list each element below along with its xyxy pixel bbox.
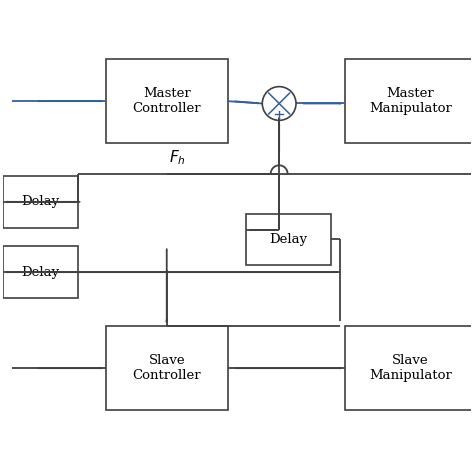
Text: Delay: Delay xyxy=(21,195,59,209)
Text: Master
Manipulator: Master Manipulator xyxy=(369,87,452,115)
Text: Slave
Controller: Slave Controller xyxy=(132,354,201,382)
Bar xyxy=(3,246,78,298)
Text: Slave
Manipulator: Slave Manipulator xyxy=(369,354,452,382)
Text: $F_h$: $F_h$ xyxy=(169,148,186,167)
Text: Delay: Delay xyxy=(269,233,308,246)
Bar xyxy=(246,214,331,265)
Bar xyxy=(3,176,78,228)
Circle shape xyxy=(262,87,296,120)
Text: Master
Controller: Master Controller xyxy=(132,87,201,115)
Text: Delay: Delay xyxy=(21,265,59,279)
Bar xyxy=(106,59,228,143)
Bar xyxy=(345,59,474,143)
Bar xyxy=(345,326,474,410)
Bar xyxy=(106,326,228,410)
